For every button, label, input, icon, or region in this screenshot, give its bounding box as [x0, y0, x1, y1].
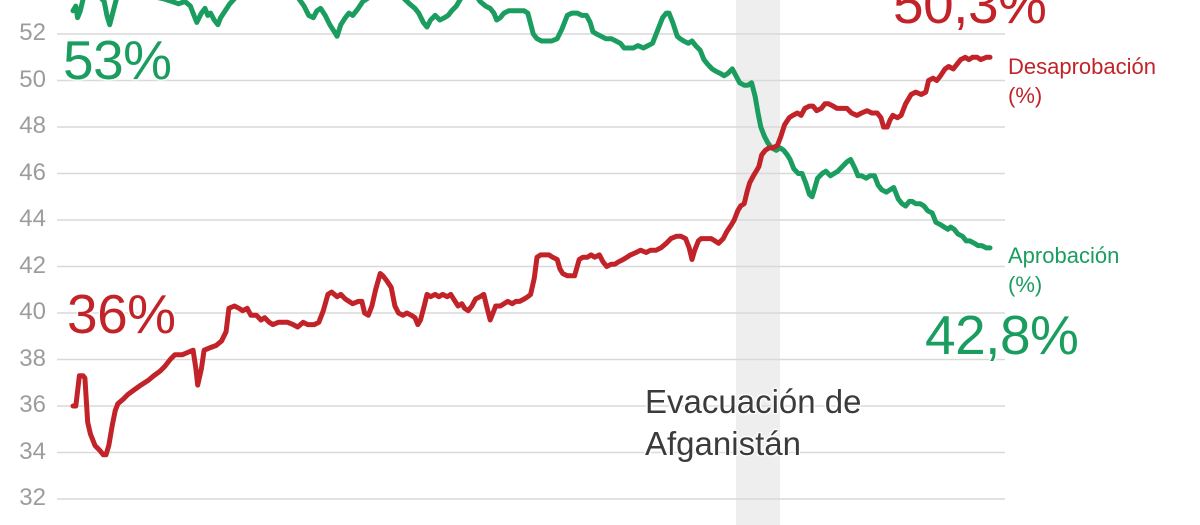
y-axis-tick-label: 40 [19, 298, 46, 325]
y-axis-tick-label: 48 [19, 112, 46, 139]
disapproval-end-value: 50,3% [893, 0, 1047, 35]
y-axis-tick-label: 50 [19, 65, 46, 93]
disapproval-start-value: 36% [67, 283, 176, 345]
approval-line [70, 0, 993, 251]
disapproval-line [70, 54, 993, 458]
event-annotation: Evacuación de Afganistán [645, 383, 862, 463]
y-axis-tick-label: 38 [19, 344, 46, 372]
y-axis-tick-label: 46 [19, 158, 46, 186]
y-axis-tick-label: 36 [19, 391, 46, 418]
y-axis-tick-label: 32 [19, 484, 46, 511]
approval-start-value: 53% [63, 29, 172, 91]
y-axis-tick-label: 52 [19, 19, 46, 46]
y-axis-tick-label: 42 [19, 251, 46, 279]
y-axis-tick-label: 34 [19, 437, 46, 465]
approval-end-value: 42,8% [925, 304, 1079, 366]
y-axis-tick-label: 44 [19, 205, 46, 232]
approval-series-label: Aprobación (%) [1008, 243, 1120, 298]
disapproval-series-label: Desaprobación (%) [1008, 54, 1156, 109]
